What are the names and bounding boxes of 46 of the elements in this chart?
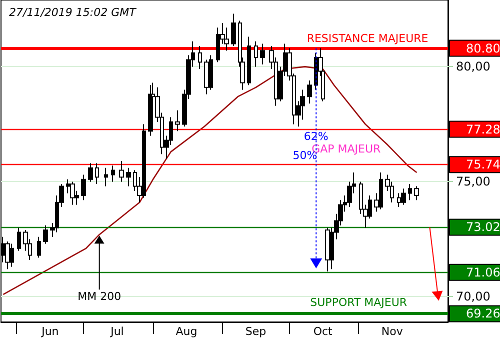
ref-line-label: 69.26 <box>466 306 500 321</box>
candlestick <box>119 160 124 182</box>
candlestick <box>175 110 180 132</box>
annotation: MM 200 <box>78 290 122 304</box>
candlestick <box>17 227 21 252</box>
candlestick <box>224 27 229 52</box>
annotation: 62% <box>304 130 328 143</box>
candlestick <box>401 188 406 206</box>
candlestick <box>307 80 312 104</box>
x-tick-label: Jun <box>40 325 59 338</box>
candlestick <box>231 13 236 46</box>
candlestick <box>148 84 153 136</box>
candlestick <box>408 184 412 201</box>
candlestick <box>37 236 41 258</box>
candlestick <box>111 165 115 182</box>
ref-line-label: 73.02 <box>466 220 500 234</box>
x-tick-label: Nov <box>381 325 404 338</box>
y-tick-label: 70,00 <box>456 290 490 304</box>
candlestick <box>204 59 209 95</box>
candlestick <box>5 241 10 270</box>
x-tick-label: Oct <box>313 325 334 338</box>
text: 27/11/2019 15:02 GMT <box>9 6 138 19</box>
candlestick <box>81 174 86 201</box>
candlestick <box>43 224 48 244</box>
ref-line-label: 77.28 <box>466 122 500 136</box>
candlestick <box>88 162 93 182</box>
y-tick-label: 80,00 <box>456 60 490 74</box>
candlestick <box>254 40 258 68</box>
ref-line-label: 80.80 <box>466 41 500 56</box>
candlestick <box>260 43 265 65</box>
x-tick-label: Sep <box>245 325 266 338</box>
y-tick-label: 75,00 <box>456 174 490 189</box>
candlestick <box>126 167 131 187</box>
candlestick <box>247 36 251 86</box>
x-tick-label: Aug <box>176 325 198 338</box>
annotation: RESISTANCE MAJEURE <box>306 32 428 45</box>
ref-line-label: 75.74 <box>466 158 500 172</box>
candlestick <box>325 227 330 272</box>
ref-line-label: 71.06 <box>466 265 500 280</box>
candlestick <box>414 186 419 201</box>
x-tick-label: Jul <box>110 325 124 338</box>
candlestick <box>70 181 75 206</box>
candlestick <box>104 167 108 187</box>
annotation: SUPPORT MAJEUR <box>310 296 408 310</box>
candlestick <box>95 162 99 184</box>
candlestick <box>198 46 202 70</box>
